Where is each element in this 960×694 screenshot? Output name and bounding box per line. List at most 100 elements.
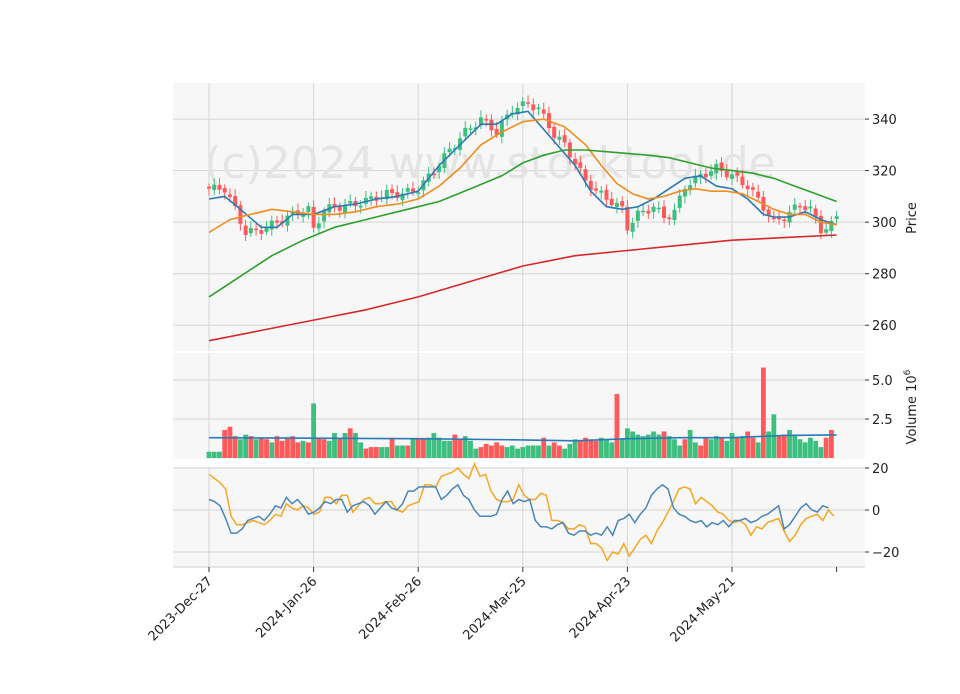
candle-up xyxy=(316,223,321,229)
volume-bar xyxy=(379,447,384,458)
volume-bar xyxy=(645,434,651,458)
volume-bar xyxy=(698,445,704,458)
oscillator-line-1 xyxy=(208,483,829,537)
volume-bar xyxy=(530,445,536,458)
candle-down xyxy=(562,135,567,143)
volume-bar xyxy=(551,442,557,458)
volume-bar xyxy=(577,440,583,458)
volume-bar xyxy=(692,442,698,458)
volume-bar xyxy=(483,443,489,458)
volume-bar xyxy=(781,434,787,458)
volume-bar xyxy=(457,439,463,458)
volume-bar xyxy=(776,436,782,458)
candle-up xyxy=(447,148,452,153)
volume-bar xyxy=(473,448,479,458)
volume-bar xyxy=(557,445,562,458)
volume-ma-line xyxy=(208,434,837,442)
volume-bar xyxy=(724,440,730,458)
volume-bar xyxy=(347,428,353,458)
volume-bar xyxy=(206,451,212,458)
volume-bar xyxy=(285,437,290,458)
volume-bar xyxy=(661,431,667,458)
volume-bar xyxy=(651,431,656,458)
candle-down xyxy=(703,173,708,178)
volume-bar xyxy=(384,447,390,458)
volume-bar xyxy=(305,442,311,458)
candle-down xyxy=(395,192,400,198)
volume-bar xyxy=(400,445,405,458)
volume-bar xyxy=(269,442,275,458)
candle-up xyxy=(437,166,442,173)
candle-down xyxy=(311,206,316,228)
volume-bar xyxy=(672,439,677,458)
volume-bar xyxy=(635,434,641,458)
candle-up xyxy=(834,216,839,219)
volume-bar xyxy=(321,439,327,458)
candle-down xyxy=(609,198,614,206)
candle-up xyxy=(520,101,525,106)
volume-bar xyxy=(604,439,609,458)
candle-down xyxy=(735,172,740,176)
candle-down xyxy=(756,191,761,198)
oscillator-ytick-label: 0 xyxy=(872,504,880,519)
volume-bar xyxy=(368,447,374,458)
volume-bar xyxy=(792,434,798,458)
volume-bar xyxy=(614,394,620,458)
candle-down xyxy=(583,169,588,181)
candle-down xyxy=(740,176,745,186)
volume-bar xyxy=(342,433,348,458)
candle-down xyxy=(494,128,499,135)
candle-down xyxy=(646,210,651,214)
price-ytick-label: 340 xyxy=(872,113,897,128)
candle-down xyxy=(724,170,729,178)
candle-down xyxy=(782,219,787,222)
volume-bar xyxy=(217,451,222,458)
volume-bar xyxy=(478,447,484,458)
candle-up xyxy=(400,193,405,200)
volume-bar xyxy=(536,445,541,458)
volume-bar xyxy=(818,447,824,458)
volume-bar xyxy=(588,439,594,458)
candle-down xyxy=(719,162,724,172)
candle-up xyxy=(635,210,640,221)
volume-bar xyxy=(745,431,751,458)
volume-bar xyxy=(808,437,813,458)
candle-up xyxy=(499,120,504,137)
price-ytick-label: 300 xyxy=(872,216,897,231)
candle-up xyxy=(656,207,661,210)
candle-up xyxy=(536,107,541,110)
volume-bar xyxy=(389,437,395,458)
candle-down xyxy=(431,173,436,176)
candle-down xyxy=(818,215,823,234)
candle-up xyxy=(285,215,290,226)
volume-bar xyxy=(567,443,573,458)
candle-down xyxy=(777,216,782,220)
volume-bar xyxy=(666,436,672,458)
candle-up xyxy=(468,128,473,130)
volume-bar xyxy=(525,445,531,458)
candle-down xyxy=(227,194,232,197)
candle-down xyxy=(745,185,750,190)
volume-bar xyxy=(740,436,745,458)
oscillator-panel xyxy=(173,467,865,567)
volume-bar xyxy=(253,439,259,458)
candle-up xyxy=(348,201,353,204)
volume-bar xyxy=(802,442,808,458)
volume-bar xyxy=(316,437,322,458)
volume-bar xyxy=(394,445,400,458)
volume-bar xyxy=(410,439,416,458)
candle-up xyxy=(641,210,646,213)
candle-up xyxy=(730,174,734,179)
volume-bar xyxy=(274,436,280,458)
candle-down xyxy=(594,188,599,191)
volume-bar xyxy=(583,437,588,458)
price-ytick-label: 260 xyxy=(872,319,897,334)
volume-bar xyxy=(504,447,510,458)
candle-up xyxy=(709,171,714,176)
volume-bar xyxy=(729,433,735,458)
volume-bar xyxy=(290,436,296,458)
candle-up xyxy=(672,209,677,221)
volume-bar xyxy=(227,426,233,458)
volume-bar xyxy=(515,448,520,458)
